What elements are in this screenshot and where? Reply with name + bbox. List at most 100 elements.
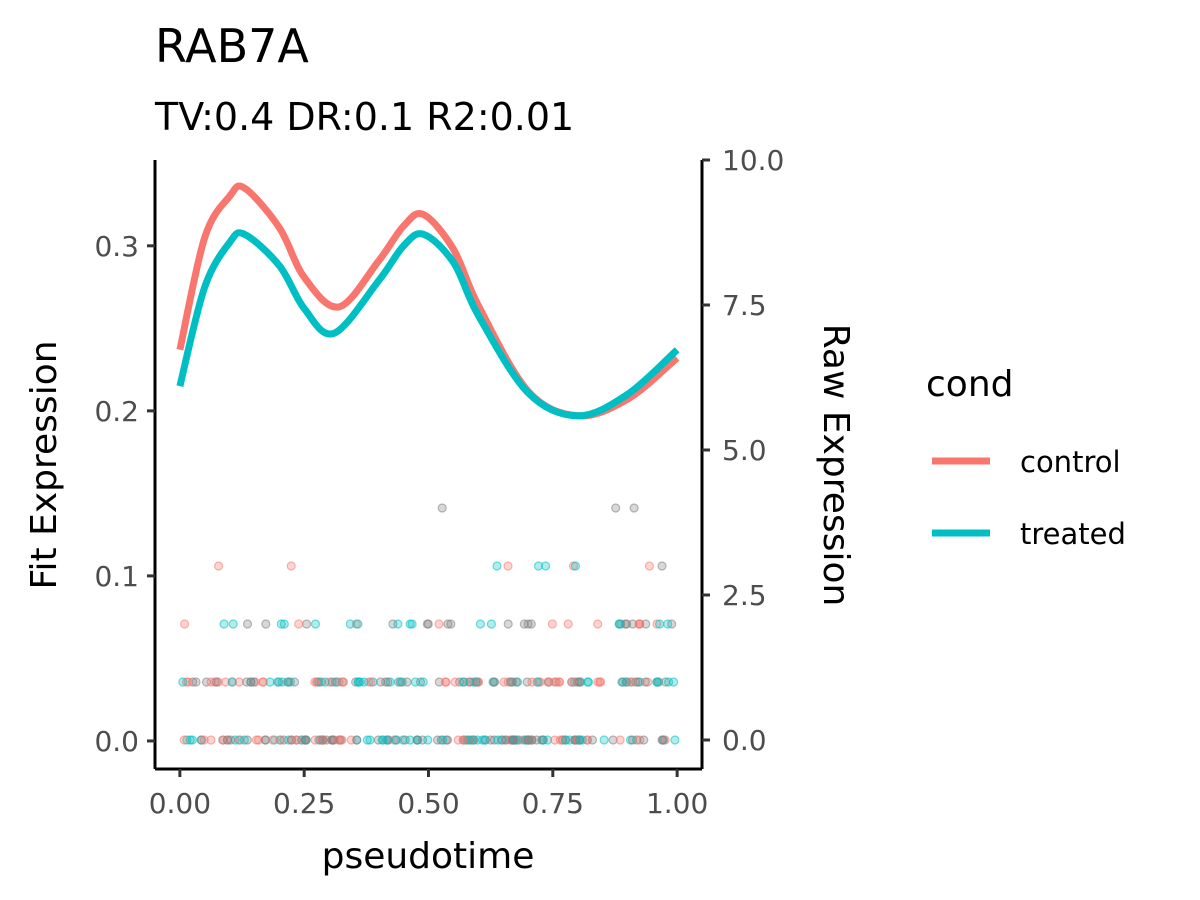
- raw-point: [475, 619, 485, 629]
- raw-point: [533, 561, 544, 571]
- x-tick-label: 1.00: [646, 787, 708, 820]
- raw-point: [554, 677, 565, 687]
- legend: cond control treated: [926, 364, 1126, 551]
- raw-point: [214, 561, 224, 571]
- raw-point: [503, 619, 513, 629]
- raw-point: [277, 677, 287, 687]
- raw-point: [391, 735, 401, 745]
- x-tick-label: 0.25: [273, 787, 335, 820]
- raw-point: [458, 677, 468, 687]
- raw-point: [442, 735, 453, 745]
- raw-point: [670, 735, 680, 745]
- raw-point: [353, 677, 363, 687]
- legend-label-control: control: [1020, 445, 1121, 479]
- raw-point: [286, 561, 296, 571]
- raw-point: [242, 619, 253, 629]
- chart-subtitle: TV:0.4 DR:0.1 R2:0.01: [154, 95, 574, 139]
- legend-label-treated: treated: [1020, 517, 1126, 551]
- raw-point: [574, 735, 585, 745]
- raw-point: [402, 677, 412, 687]
- raw-point: [644, 561, 655, 571]
- raw-point: [458, 735, 468, 745]
- raw-point: [438, 735, 448, 745]
- raw-point: [275, 735, 285, 745]
- raw-point: [583, 677, 594, 687]
- raw-point: [434, 619, 444, 629]
- raw-point: [634, 619, 644, 629]
- x-tick-label: 0.50: [397, 787, 459, 820]
- raw-point: [366, 677, 376, 687]
- raw-point: [291, 735, 302, 745]
- y-left-tick-label: 0.2: [94, 395, 139, 428]
- raw-point: [405, 619, 415, 629]
- y-right-tick-label: 10.0: [722, 144, 784, 177]
- raw-point: [657, 561, 667, 571]
- raw-point: [197, 735, 207, 745]
- raw-point: [443, 619, 453, 629]
- raw-point: [446, 619, 456, 629]
- raw-point: [393, 677, 403, 687]
- y-right-tick-label: 7.5: [722, 289, 767, 322]
- raw-point: [560, 735, 571, 745]
- raw-point: [206, 735, 216, 745]
- raw-point: [228, 619, 238, 629]
- raw-point: [261, 619, 271, 629]
- raw-point: [422, 619, 432, 629]
- raw-point: [503, 561, 513, 571]
- raw-point: [621, 677, 631, 687]
- raw-points-layer: [178, 503, 680, 745]
- y-left-tick-label: 0.1: [94, 560, 139, 593]
- raw-point: [345, 619, 355, 629]
- raw-point: [337, 735, 347, 745]
- raw-point: [663, 619, 673, 629]
- raw-point: [279, 619, 289, 629]
- y-right-tick-label: 5.0: [722, 434, 767, 467]
- y-left-tick-label: 0.3: [94, 230, 139, 263]
- raw-point: [352, 735, 362, 745]
- raw-point: [251, 735, 262, 745]
- raw-point: [639, 735, 649, 745]
- raw-point: [353, 619, 363, 629]
- raw-point: [242, 735, 252, 745]
- raw-point: [570, 561, 581, 571]
- raw-point: [628, 619, 638, 629]
- series-line-treated: [176, 229, 680, 420]
- raw-point: [614, 619, 625, 629]
- y-left-tick-label: 0.0: [94, 725, 139, 758]
- raw-point: [294, 619, 304, 629]
- raw-point: [473, 677, 484, 687]
- raw-point: [400, 735, 410, 745]
- y-right-tick-label: 2.5: [722, 579, 767, 612]
- raw-point: [567, 677, 578, 687]
- raw-point: [608, 735, 618, 745]
- raw-point: [410, 677, 420, 687]
- raw-point: [450, 677, 460, 687]
- raw-point: [423, 735, 433, 745]
- raw-point: [587, 735, 598, 745]
- raw-point: [302, 619, 312, 629]
- raw-point: [486, 735, 496, 745]
- raw-point: [493, 735, 503, 745]
- raw-point: [178, 677, 188, 687]
- raw-point: [283, 677, 294, 687]
- legend-title: cond: [926, 364, 1014, 405]
- raw-point: [318, 735, 328, 745]
- raw-point: [652, 619, 662, 629]
- x-tick-label: 0.75: [522, 787, 584, 820]
- raw-point: [641, 619, 651, 629]
- raw-point: [508, 735, 518, 745]
- raw-point: [668, 677, 679, 687]
- ticks-layer: 0.00 0.25 0.50 0.75 1.00 0.0 0.1 0.2 0.3 0.0 2.5 5.…: [94, 144, 784, 820]
- raw-point: [467, 735, 477, 745]
- raw-point: [615, 735, 625, 745]
- raw-point: [593, 619, 603, 629]
- raw-point: [412, 735, 422, 745]
- raw-point: [486, 619, 496, 629]
- raw-point: [544, 677, 554, 687]
- raw-point: [654, 619, 665, 629]
- raw-point: [260, 735, 270, 745]
- raw-point: [471, 677, 481, 687]
- raw-point: [310, 619, 321, 629]
- raw-point: [227, 677, 237, 687]
